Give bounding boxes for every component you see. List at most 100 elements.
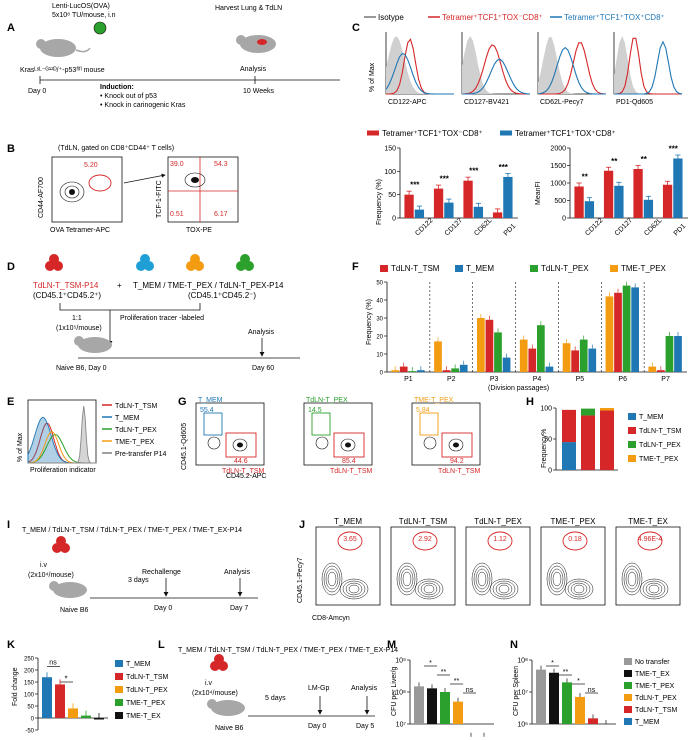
sig-label: **	[454, 678, 460, 685]
sig-label: *	[577, 678, 580, 685]
top-gate	[311, 412, 331, 436]
k-chart: -50 0 50 100 150 200 250 ns *	[24, 657, 108, 735]
bar	[536, 669, 546, 724]
density-contour	[423, 584, 435, 594]
density-contour	[623, 565, 641, 593]
bar	[453, 701, 463, 724]
bar	[81, 715, 91, 718]
bar	[404, 194, 414, 218]
x-tick-label: P6	[618, 376, 627, 383]
panel-k-letter: K	[7, 639, 15, 651]
density-contour	[570, 582, 588, 596]
density-contour	[398, 565, 416, 593]
bar	[528, 348, 537, 372]
i-days: 3 days	[128, 577, 149, 584]
bottom-population-label: TdLN-T_TSM	[438, 468, 481, 475]
bar	[545, 366, 554, 372]
histo-xlabel: CD127-BV421	[464, 99, 509, 106]
n-legend-swatch	[624, 658, 632, 665]
gate	[412, 531, 438, 551]
x-tick-label: CD62L	[643, 217, 663, 237]
gate	[562, 531, 588, 551]
panel-k: K Fold change -50 0 50 100 150 200 250 ns * T_ME…	[7, 639, 169, 735]
y-tick-label: 0	[548, 468, 552, 475]
y-tick-label: 20	[376, 335, 383, 341]
bar	[414, 209, 425, 218]
induction-title: Induction:	[100, 84, 134, 91]
density-contour	[327, 571, 337, 587]
bar	[537, 325, 545, 372]
j-plots: T_MEM 3.65 TdLN-T_TSM 2.92 TdLN-T_PEX 1.12 TME…	[315, 517, 681, 606]
bar	[473, 206, 484, 218]
bar	[665, 336, 674, 372]
panel-h: H Frequency% 0 50 100 T_MEM TdLN-T_TSM TdLN-…	[526, 396, 682, 475]
bar	[673, 158, 683, 218]
density-contour	[471, 562, 493, 596]
stacked-segment	[581, 408, 595, 416]
significance-mark: **	[582, 173, 589, 182]
x-tick-label: P4	[533, 376, 542, 383]
tox-pos-curve	[385, 52, 454, 95]
d-analysis: Analysis	[248, 329, 275, 336]
j-plot-title: T_MEM	[334, 517, 362, 526]
b-xlabel-1: OVA Tetramer-APC	[50, 227, 110, 234]
panel-b-letter: B	[7, 143, 15, 155]
d-mouse-icon	[74, 336, 112, 353]
top-gate	[203, 412, 223, 436]
significance-mark: ***	[499, 163, 509, 172]
panel-b-title: (TdLN, gated on CD8⁺CD44⁺ T cells)	[58, 145, 174, 152]
h-legend-label: TME-T_PEX	[639, 456, 679, 463]
bar	[571, 350, 579, 372]
tumor-mouse-icon	[236, 35, 276, 53]
bar-legend-1: Tetramer⁺TCF1⁺TOX⁻CD8⁺	[382, 129, 483, 138]
density-contour	[342, 580, 366, 598]
e-legend-label: T_MEM	[115, 415, 140, 422]
tetramer-gate	[88, 174, 112, 192]
bar	[614, 292, 622, 372]
density-contour	[207, 436, 221, 450]
density-contour	[315, 436, 329, 450]
y-tick-label: 0	[31, 717, 35, 723]
density-contour	[325, 568, 339, 590]
k-legend-label: TdLN-T_PEX	[126, 687, 168, 694]
density-contour	[573, 584, 585, 594]
n-legend-label: TdLN-T_PEX	[635, 695, 677, 702]
gate-value: 0.18	[568, 536, 582, 543]
panel-i: I T_MEM / TdLN-T_TSM / TdLN-T_PEX / TME-…	[7, 519, 258, 614]
n-legend-label: TME-T_PEX	[635, 683, 675, 690]
y-tick-label: 10⁷	[396, 722, 407, 729]
bar	[633, 169, 643, 218]
n-legend-swatch	[624, 682, 632, 689]
y-tick-label: 40	[376, 299, 383, 305]
cells-orange-icon	[186, 254, 204, 271]
h-chart: 0 50 100	[540, 406, 618, 475]
cells-blue-icon	[136, 254, 154, 271]
sig-label: *	[551, 660, 554, 667]
i-day0: Day 0	[154, 605, 172, 612]
panel-d-letter: D	[7, 261, 15, 273]
x-tick-label: P2	[447, 376, 456, 383]
j-xlabel: CD8-Amcyn	[312, 615, 350, 622]
sig-label: **	[441, 669, 447, 676]
l-lm: LM-Gp	[308, 685, 330, 692]
bar	[575, 696, 585, 724]
quadrant-bl: 0.51	[170, 211, 184, 218]
n-legend-swatch	[624, 694, 632, 701]
bar	[519, 339, 528, 372]
n-legend-label: TME-T_EX	[635, 671, 670, 678]
y-tick-label: 0	[562, 216, 566, 223]
significance-mark: **	[611, 157, 618, 166]
gate-value: 2.92	[418, 536, 432, 543]
density-contour	[400, 568, 414, 590]
bar	[657, 370, 665, 372]
density-contour	[567, 580, 591, 598]
tox-pos-curve	[537, 46, 606, 95]
density-contour	[396, 562, 418, 596]
top-population-label: T_MEM	[198, 397, 223, 404]
j-plot-title: TdLN-T_PEX	[474, 517, 522, 526]
density-contour	[546, 562, 568, 596]
x-tick-label: P1	[404, 376, 413, 383]
bar	[442, 370, 451, 372]
quadrant-tl: 39.0	[170, 161, 184, 168]
x-tick-label: CD127	[614, 217, 634, 237]
